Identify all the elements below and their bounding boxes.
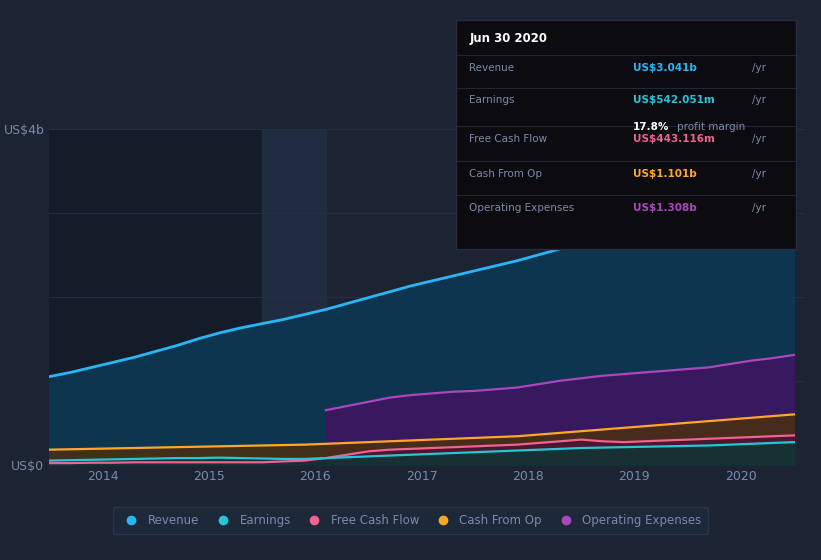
- Text: US$1.101b: US$1.101b: [633, 169, 696, 179]
- Text: US$542.051m: US$542.051m: [633, 95, 714, 105]
- Text: /yr: /yr: [752, 63, 766, 73]
- Text: Cash From Op: Cash From Op: [470, 169, 543, 179]
- Text: profit margin: profit margin: [677, 122, 745, 132]
- Bar: [49, 129, 262, 465]
- Text: Operating Expenses: Operating Expenses: [470, 203, 575, 213]
- Text: /yr: /yr: [752, 95, 766, 105]
- Text: Jun 30 2020: Jun 30 2020: [470, 32, 548, 45]
- Text: US$443.116m: US$443.116m: [633, 134, 715, 144]
- Text: US$3.041b: US$3.041b: [633, 63, 697, 73]
- Legend: Revenue, Earnings, Free Cash Flow, Cash From Op, Operating Expenses: Revenue, Earnings, Free Cash Flow, Cash …: [112, 507, 709, 534]
- Text: 17.8%: 17.8%: [633, 122, 669, 132]
- Text: /yr: /yr: [752, 169, 766, 179]
- Text: Revenue: Revenue: [470, 63, 515, 73]
- Text: /yr: /yr: [752, 203, 766, 213]
- Bar: [262, 129, 326, 465]
- Text: /yr: /yr: [752, 134, 766, 144]
- Text: US$1.308b: US$1.308b: [633, 203, 696, 213]
- Text: Earnings: Earnings: [470, 95, 515, 105]
- Text: Free Cash Flow: Free Cash Flow: [470, 134, 548, 144]
